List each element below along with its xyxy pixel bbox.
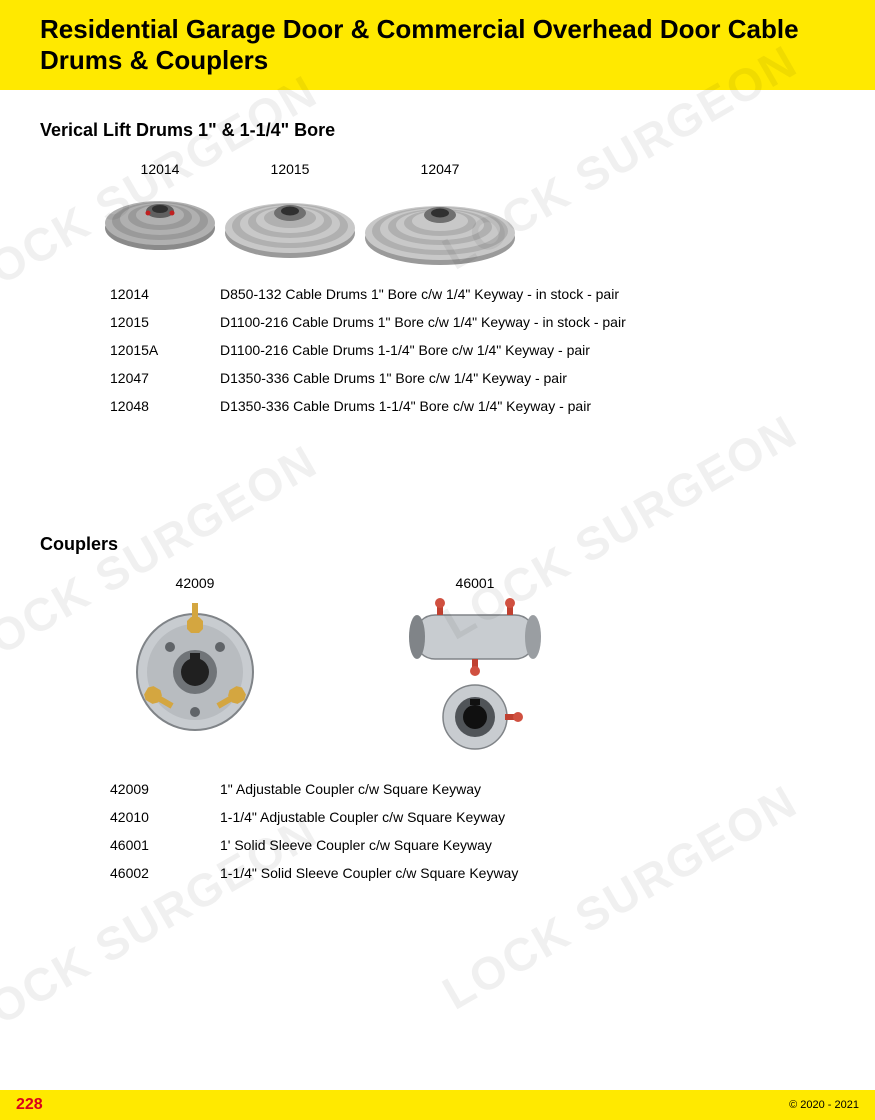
product-image-46001: 46001 bbox=[390, 575, 560, 757]
product-image-12015: 12015 bbox=[220, 161, 360, 261]
spec-desc: D1100-216 Cable Drums 1" Bore c/w 1/4" K… bbox=[220, 314, 626, 330]
spec-desc: D1350-336 Cable Drums 1" Bore c/w 1/4" K… bbox=[220, 370, 567, 386]
copyright: © 2020 - 2021 bbox=[789, 1099, 859, 1111]
drum-icon bbox=[360, 183, 520, 268]
content-area: Verical Lift Drums 1" & 1-1/4" Bore 1201… bbox=[0, 90, 875, 881]
spec-desc: D1350-336 Cable Drums 1-1/4" Bore c/w 1/… bbox=[220, 398, 591, 414]
product-image-label: 12047 bbox=[421, 161, 460, 177]
product-image-label: 46001 bbox=[456, 575, 495, 591]
spec-code: 46001 bbox=[110, 837, 220, 853]
spec-desc: 1-1/4" Solid Sleeve Coupler c/w Square K… bbox=[220, 865, 518, 881]
spec-desc: D1100-216 Cable Drums 1-1/4" Bore c/w 1/… bbox=[220, 342, 590, 358]
product-image-42009: 42009 bbox=[120, 575, 270, 747]
coupler-spec-table: 42009 1" Adjustable Coupler c/w Square K… bbox=[110, 781, 835, 881]
section-couplers: Couplers 42009 bbox=[40, 534, 835, 881]
table-row: 42009 1" Adjustable Coupler c/w Square K… bbox=[110, 781, 835, 797]
spec-code: 12047 bbox=[110, 370, 220, 386]
table-row: 12014 D850-132 Cable Drums 1" Bore c/w 1… bbox=[110, 286, 835, 302]
footer-bar: 228 © 2020 - 2021 bbox=[0, 1090, 875, 1120]
product-image-12047: 12047 bbox=[360, 161, 520, 268]
spec-code: 12015A bbox=[110, 342, 220, 358]
section-heading: Couplers bbox=[40, 534, 835, 555]
spec-code: 42009 bbox=[110, 781, 220, 797]
table-row: 12015 D1100-216 Cable Drums 1" Bore c/w … bbox=[110, 314, 835, 330]
table-row: 46002 1-1/4" Solid Sleeve Coupler c/w Sq… bbox=[110, 865, 835, 881]
spec-desc: D850-132 Cable Drums 1" Bore c/w 1/4" Ke… bbox=[220, 286, 619, 302]
drum-icon bbox=[100, 183, 220, 253]
spec-code: 12048 bbox=[110, 398, 220, 414]
sleeve-coupler-icon bbox=[390, 597, 560, 757]
spec-code: 12014 bbox=[110, 286, 220, 302]
table-row: 12015A D1100-216 Cable Drums 1-1/4" Bore… bbox=[110, 342, 835, 358]
product-image-label: 42009 bbox=[176, 575, 215, 591]
drum-image-row: 12014 12015 bbox=[100, 161, 835, 268]
spec-code: 12015 bbox=[110, 314, 220, 330]
drum-spec-table: 12014 D850-132 Cable Drums 1" Bore c/w 1… bbox=[110, 286, 835, 414]
coupler-image-row: 42009 bbox=[120, 575, 835, 757]
header-bar: Residential Garage Door & Commercial Ove… bbox=[0, 0, 875, 90]
product-image-label: 12015 bbox=[271, 161, 310, 177]
table-row: 12048 D1350-336 Cable Drums 1-1/4" Bore … bbox=[110, 398, 835, 414]
section-heading: Verical Lift Drums 1" & 1-1/4" Bore bbox=[40, 120, 835, 141]
page-number: 228 bbox=[16, 1096, 43, 1114]
section-vertical-lift-drums: Verical Lift Drums 1" & 1-1/4" Bore 1201… bbox=[40, 120, 835, 414]
spec-desc: 1" Adjustable Coupler c/w Square Keyway bbox=[220, 781, 481, 797]
drum-icon bbox=[220, 183, 360, 261]
product-image-label: 12014 bbox=[141, 161, 180, 177]
spec-desc: 1-1/4" Adjustable Coupler c/w Square Key… bbox=[220, 809, 505, 825]
spec-desc: 1' Solid Sleeve Coupler c/w Square Keywa… bbox=[220, 837, 492, 853]
product-image-12014: 12014 bbox=[100, 161, 220, 253]
table-row: 46001 1' Solid Sleeve Coupler c/w Square… bbox=[110, 837, 835, 853]
page-title: Residential Garage Door & Commercial Ove… bbox=[40, 14, 835, 76]
table-row: 12047 D1350-336 Cable Drums 1" Bore c/w … bbox=[110, 370, 835, 386]
table-row: 42010 1-1/4" Adjustable Coupler c/w Squa… bbox=[110, 809, 835, 825]
coupler-icon bbox=[120, 597, 270, 747]
spec-code: 42010 bbox=[110, 809, 220, 825]
spec-code: 46002 bbox=[110, 865, 220, 881]
